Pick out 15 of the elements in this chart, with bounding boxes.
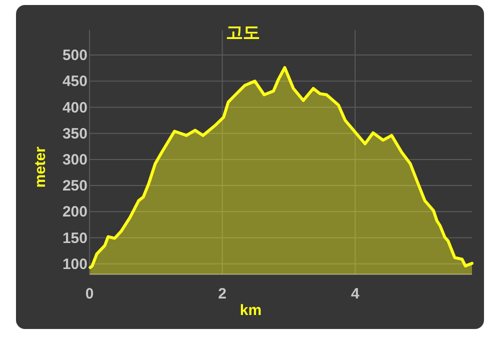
x-tick-label: 0: [85, 285, 94, 302]
y-tick-label: 500: [62, 47, 88, 64]
y-tick-label: 400: [62, 99, 88, 116]
y-tick-label: 300: [62, 151, 88, 168]
x-tick-label: 2: [218, 285, 226, 302]
x-axis-title: km: [240, 302, 262, 319]
y-tick-label: 200: [62, 204, 88, 221]
y-axis-title: meter: [32, 146, 49, 188]
y-tick-label: 450: [62, 73, 88, 90]
y-tick-label: 350: [62, 125, 88, 142]
y-tick-label: 100: [62, 256, 88, 273]
y-tick-label: 150: [62, 230, 88, 247]
x-tick-label: 4: [350, 285, 360, 302]
chart-title: 고도: [226, 23, 260, 42]
y-tick-label: 250: [62, 178, 88, 195]
